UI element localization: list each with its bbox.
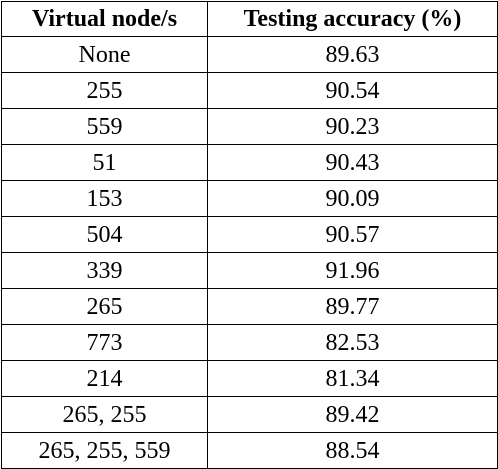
cell-testing-accuracy: 81.34 [207, 360, 498, 397]
table-row: 214 81.34 [1, 360, 498, 397]
table-row: 265, 255 89.42 [1, 396, 498, 433]
cell-testing-accuracy: 90.09 [207, 180, 498, 217]
cell-virtual-nodes: 265, 255 [1, 396, 208, 433]
cell-virtual-nodes: 265, 255, 559 [1, 432, 208, 469]
cell-testing-accuracy: 90.54 [207, 72, 498, 109]
cell-virtual-nodes: 214 [1, 360, 208, 397]
cell-testing-accuracy: 82.53 [207, 324, 498, 361]
table-header: Virtual node/s Testing accuracy (%) [1, 1, 498, 37]
cell-virtual-nodes: 255 [1, 72, 208, 109]
cell-virtual-nodes: 559 [1, 108, 208, 145]
table-row: 265, 255, 559 88.54 [1, 432, 498, 469]
header-virtual-nodes: Virtual node/s [1, 1, 208, 37]
table-row: 559 90.23 [1, 108, 498, 145]
table-row: 51 90.43 [1, 144, 498, 181]
cell-testing-accuracy: 90.57 [207, 216, 498, 253]
cell-virtual-nodes: None [1, 36, 208, 73]
cell-testing-accuracy: 89.42 [207, 396, 498, 433]
header-testing-accuracy: Testing accuracy (%) [207, 1, 498, 37]
cell-virtual-nodes: 51 [1, 144, 208, 181]
cell-virtual-nodes: 265 [1, 288, 208, 325]
cell-virtual-nodes: 339 [1, 252, 208, 289]
cell-testing-accuracy: 89.77 [207, 288, 498, 325]
table-row: 265 89.77 [1, 288, 498, 325]
cell-testing-accuracy: 90.23 [207, 108, 498, 145]
table-body: None 89.63 255 90.54 559 90.23 51 90.43 … [1, 36, 498, 469]
cell-virtual-nodes: 153 [1, 180, 208, 217]
cell-virtual-nodes: 504 [1, 216, 208, 253]
cell-testing-accuracy: 88.54 [207, 432, 498, 469]
table-row: None 89.63 [1, 36, 498, 73]
header-row: Virtual node/s Testing accuracy (%) [1, 1, 498, 37]
cell-testing-accuracy: 91.96 [207, 252, 498, 289]
cell-testing-accuracy: 90.43 [207, 144, 498, 181]
cell-virtual-nodes: 773 [1, 324, 208, 361]
table-row: 339 91.96 [1, 252, 498, 289]
table-row: 773 82.53 [1, 324, 498, 361]
table-row: 255 90.54 [1, 72, 498, 109]
table-row: 153 90.09 [1, 180, 498, 217]
cell-testing-accuracy: 89.63 [207, 36, 498, 73]
table-row: 504 90.57 [1, 216, 498, 253]
